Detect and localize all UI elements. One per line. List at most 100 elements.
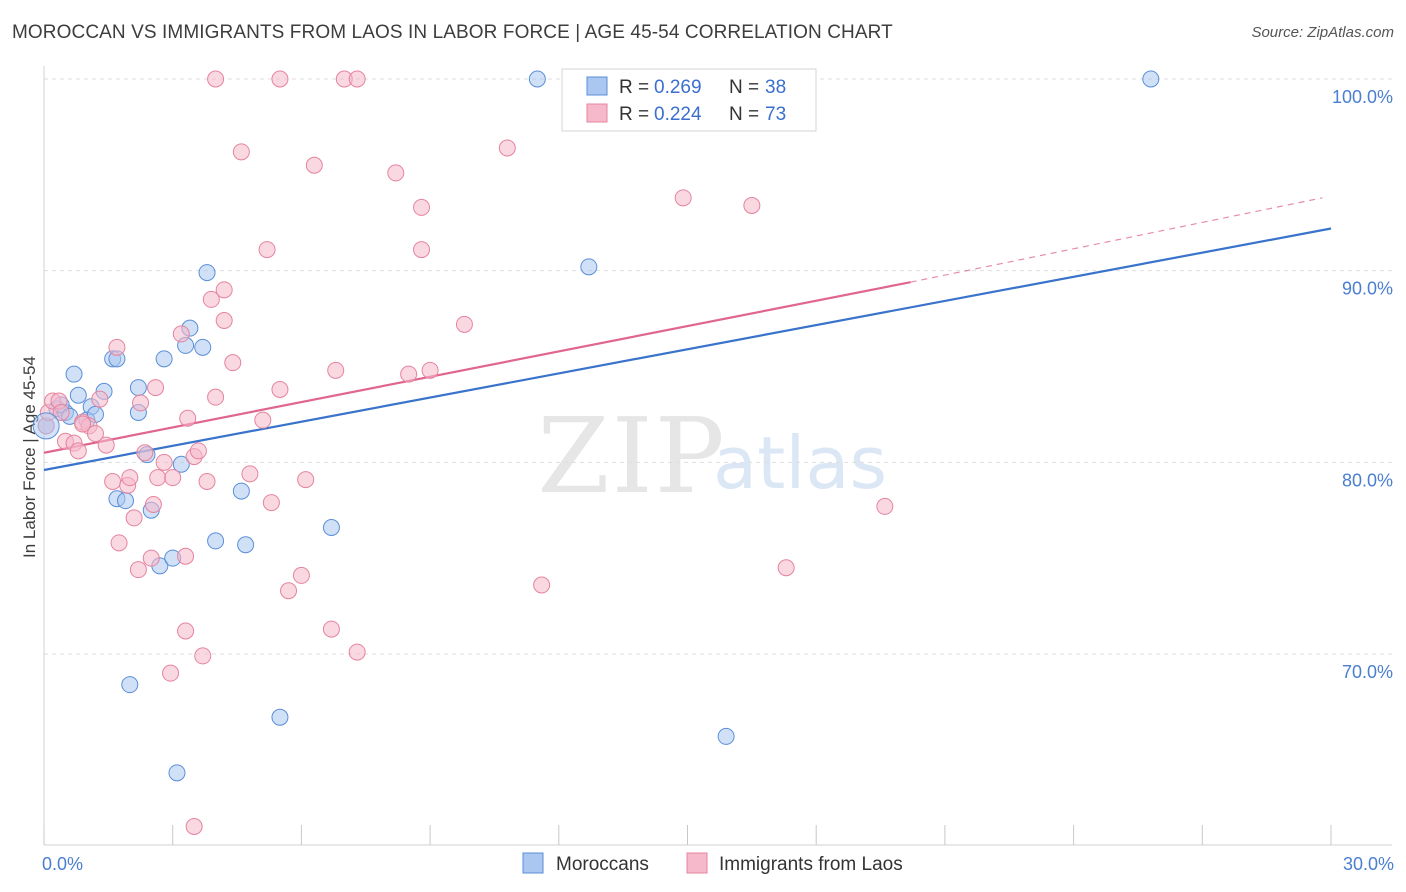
legend-n-value-2: 73 <box>765 104 786 125</box>
y-tick-label: 90.0% <box>1342 279 1393 299</box>
data-points <box>32 70 1160 835</box>
laos-point <box>149 469 167 487</box>
watermark-zip: ZIP <box>537 395 726 517</box>
stats-legend: R = 0.269 N = 38 R = 0.224 N = 73 <box>561 68 817 132</box>
laos-point <box>125 509 143 527</box>
laos-point <box>280 582 298 600</box>
laos-point <box>142 549 160 567</box>
laos-point <box>69 442 87 460</box>
legend-n-value-1: 38 <box>765 77 786 98</box>
y-tick-label: 70.0% <box>1342 662 1393 682</box>
series-legend: Moroccans Immigrants from Laos <box>522 852 903 875</box>
laos-point <box>743 197 761 214</box>
laos-point <box>104 473 122 490</box>
watermark: ZIP atlas <box>537 395 887 517</box>
series-legend-swatch-moroccans <box>522 852 544 874</box>
laos-point <box>292 566 310 584</box>
moroccans-point <box>32 412 60 440</box>
moroccans-point <box>271 708 289 726</box>
moroccans-point <box>717 727 735 745</box>
laos-point <box>876 497 894 515</box>
x-tick-label: 0.0% <box>42 854 83 874</box>
laos-point <box>86 425 104 443</box>
moroccans-point <box>580 258 598 276</box>
laos-point <box>421 361 439 379</box>
moroccans-point <box>194 338 212 356</box>
axes <box>43 66 1392 846</box>
laos-point <box>241 465 259 483</box>
moroccans-point <box>172 455 190 473</box>
series-legend-label-moroccans: Moroccans <box>556 854 649 875</box>
moroccans-point <box>155 350 173 368</box>
laos-point <box>258 241 276 259</box>
laos-point <box>172 325 190 343</box>
laos-point <box>194 647 212 665</box>
moroccans-point <box>322 519 340 536</box>
laos-point <box>413 241 431 259</box>
laos-point <box>189 442 207 460</box>
laos-point <box>132 394 150 412</box>
laos-point <box>348 643 366 661</box>
moroccans-point <box>121 676 139 694</box>
x-tick-labels: 0.0% 30.0% <box>42 854 1394 874</box>
laos-point <box>413 198 431 216</box>
laos-point <box>108 338 126 356</box>
grid <box>44 78 1392 655</box>
laos-point <box>348 70 366 88</box>
laos-point <box>97 436 115 454</box>
legend-r-value-2: 0.224 <box>654 104 702 125</box>
y-tick-label: 100.0% <box>1332 87 1393 107</box>
moroccans-point <box>237 536 255 554</box>
trend-line-moroccans <box>43 227 1332 472</box>
chart-title: MOROCCAN VS IMMIGRANTS FROM LAOS IN LABO… <box>12 22 893 43</box>
legend-r-label-1: R = <box>619 77 649 98</box>
laos-point <box>129 561 147 579</box>
legend-n-label-1: N = <box>729 77 759 98</box>
laos-point <box>224 354 242 372</box>
laos-point <box>207 388 225 406</box>
legend-n-label-2: N = <box>729 104 759 125</box>
legend-r-value-1: 0.269 <box>654 77 702 98</box>
moroccans-point <box>117 492 135 510</box>
legend-swatch-laos <box>586 103 608 123</box>
series-legend-label-laos: Immigrants from Laos <box>719 854 903 875</box>
moroccans-point <box>168 764 186 782</box>
laos-point <box>179 409 197 427</box>
moroccans-point <box>65 365 83 383</box>
series-legend-swatch-laos <box>686 852 708 874</box>
laos-point <box>674 189 692 207</box>
laos-point <box>455 315 473 333</box>
moroccans-point <box>198 264 216 282</box>
laos-point <box>74 415 92 433</box>
laos-point <box>121 469 139 487</box>
laos-point <box>533 576 551 594</box>
y-tick-label: 80.0% <box>1342 470 1393 490</box>
laos-point <box>110 534 128 552</box>
moroccans-point <box>528 70 546 88</box>
laos-point <box>777 559 795 577</box>
legend-r-label-2: R = <box>619 104 649 125</box>
y-axis-label: In Labor Force | Age 45-54 <box>20 356 39 558</box>
laos-point <box>52 404 70 421</box>
laos-point <box>177 547 195 565</box>
laos-point <box>387 164 405 182</box>
laos-point <box>254 411 272 429</box>
laos-point <box>297 471 315 489</box>
laos-point <box>144 496 162 513</box>
laos-point <box>322 620 340 638</box>
trend-line-laos-extension <box>910 197 1323 283</box>
laos-point <box>91 390 109 408</box>
moroccans-point <box>1142 70 1160 88</box>
laos-point <box>177 622 195 640</box>
moroccans-point <box>232 482 250 500</box>
laos-point <box>155 453 173 471</box>
laos-point <box>185 818 203 835</box>
moroccans-point <box>129 379 147 397</box>
laos-point <box>327 361 345 379</box>
laos-point <box>498 139 516 157</box>
y-tick-labels: 100.0% 90.0% 80.0% 70.0% <box>1332 87 1393 682</box>
watermark-atlas: atlas <box>713 421 887 505</box>
laos-point <box>198 473 216 490</box>
laos-point <box>262 494 280 512</box>
